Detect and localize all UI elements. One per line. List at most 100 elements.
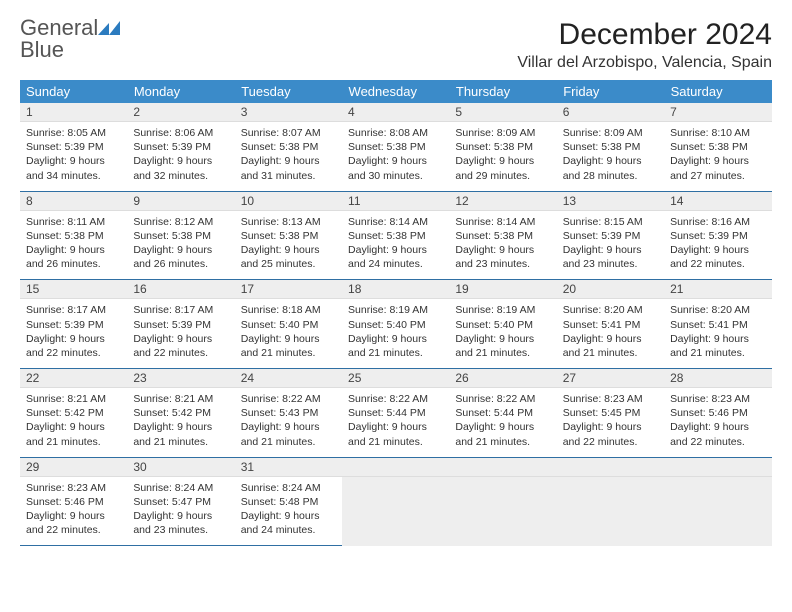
daylight-line: Daylight: 9 hours and 22 minutes.: [26, 332, 121, 360]
calendar-cell: 29Sunrise: 8:23 AMSunset: 5:46 PMDayligh…: [20, 457, 127, 546]
day-number: 8: [20, 192, 127, 211]
day-number: 23: [127, 369, 234, 388]
day-body: Sunrise: 8:21 AMSunset: 5:42 PMDaylight:…: [20, 388, 127, 457]
calendar-cell: 25Sunrise: 8:22 AMSunset: 5:44 PMDayligh…: [342, 369, 449, 458]
sunset-line: Sunset: 5:48 PM: [241, 495, 336, 509]
calendar-cell: 23Sunrise: 8:21 AMSunset: 5:42 PMDayligh…: [127, 369, 234, 458]
day-body: Sunrise: 8:23 AMSunset: 5:46 PMDaylight:…: [664, 388, 771, 457]
sunset-line: Sunset: 5:43 PM: [241, 406, 336, 420]
calendar-cell: 4Sunrise: 8:08 AMSunset: 5:38 PMDaylight…: [342, 103, 449, 191]
daylight-line: Daylight: 9 hours and 21 minutes.: [348, 332, 443, 360]
day-number: 22: [20, 369, 127, 388]
day-number: 4: [342, 103, 449, 122]
calendar-row: 29Sunrise: 8:23 AMSunset: 5:46 PMDayligh…: [20, 457, 772, 546]
daylight-line: Daylight: 9 hours and 25 minutes.: [241, 243, 336, 271]
month-title: December 2024: [517, 18, 772, 52]
daylight-line: Daylight: 9 hours and 34 minutes.: [26, 154, 121, 182]
calendar-cell: 28Sunrise: 8:23 AMSunset: 5:46 PMDayligh…: [664, 369, 771, 458]
calendar-row: 22Sunrise: 8:21 AMSunset: 5:42 PMDayligh…: [20, 369, 772, 458]
calendar-cell: 18Sunrise: 8:19 AMSunset: 5:40 PMDayligh…: [342, 280, 449, 369]
day-body: Sunrise: 8:17 AMSunset: 5:39 PMDaylight:…: [127, 299, 234, 368]
day-number: 1: [20, 103, 127, 122]
daylight-line: Daylight: 9 hours and 29 minutes.: [455, 154, 550, 182]
calendar-cell: 16Sunrise: 8:17 AMSunset: 5:39 PMDayligh…: [127, 280, 234, 369]
sunrise-line: Sunrise: 8:16 AM: [670, 215, 765, 229]
calendar-cell: 13Sunrise: 8:15 AMSunset: 5:39 PMDayligh…: [557, 191, 664, 280]
sunrise-line: Sunrise: 8:05 AM: [26, 126, 121, 140]
day-number: 14: [664, 192, 771, 211]
logo-text-part2: Blue: [20, 37, 64, 62]
day-body: Sunrise: 8:15 AMSunset: 5:39 PMDaylight:…: [557, 211, 664, 280]
sunrise-line: Sunrise: 8:21 AM: [26, 392, 121, 406]
day-body: Sunrise: 8:22 AMSunset: 5:44 PMDaylight:…: [342, 388, 449, 457]
day-body: Sunrise: 8:14 AMSunset: 5:38 PMDaylight:…: [449, 211, 556, 280]
sunrise-line: Sunrise: 8:19 AM: [348, 303, 443, 317]
calendar-row: 15Sunrise: 8:17 AMSunset: 5:39 PMDayligh…: [20, 280, 772, 369]
day-body: Sunrise: 8:06 AMSunset: 5:39 PMDaylight:…: [127, 122, 234, 191]
calendar-cell: [664, 457, 771, 546]
day-body: Sunrise: 8:22 AMSunset: 5:44 PMDaylight:…: [449, 388, 556, 457]
calendar-cell: 11Sunrise: 8:14 AMSunset: 5:38 PMDayligh…: [342, 191, 449, 280]
weekday-header: Wednesday: [342, 80, 449, 103]
sunrise-line: Sunrise: 8:13 AM: [241, 215, 336, 229]
day-body: Sunrise: 8:11 AMSunset: 5:38 PMDaylight:…: [20, 211, 127, 280]
daylight-line: Daylight: 9 hours and 22 minutes.: [133, 332, 228, 360]
daylight-line: Daylight: 9 hours and 22 minutes.: [563, 420, 658, 448]
sunset-line: Sunset: 5:38 PM: [26, 229, 121, 243]
day-body: Sunrise: 8:23 AMSunset: 5:45 PMDaylight:…: [557, 388, 664, 457]
calendar-cell: 21Sunrise: 8:20 AMSunset: 5:41 PMDayligh…: [664, 280, 771, 369]
day-body: Sunrise: 8:10 AMSunset: 5:38 PMDaylight:…: [664, 122, 771, 191]
day-number: 6: [557, 103, 664, 122]
calendar-cell: 6Sunrise: 8:09 AMSunset: 5:38 PMDaylight…: [557, 103, 664, 191]
day-number: 9: [127, 192, 234, 211]
day-body: Sunrise: 8:19 AMSunset: 5:40 PMDaylight:…: [342, 299, 449, 368]
sunset-line: Sunset: 5:38 PM: [133, 229, 228, 243]
sunset-line: Sunset: 5:45 PM: [563, 406, 658, 420]
day-body: Sunrise: 8:17 AMSunset: 5:39 PMDaylight:…: [20, 299, 127, 368]
sunrise-line: Sunrise: 8:17 AM: [26, 303, 121, 317]
calendar-cell: 2Sunrise: 8:06 AMSunset: 5:39 PMDaylight…: [127, 103, 234, 191]
day-number: 24: [235, 369, 342, 388]
sunset-line: Sunset: 5:39 PM: [563, 229, 658, 243]
calendar-cell: 17Sunrise: 8:18 AMSunset: 5:40 PMDayligh…: [235, 280, 342, 369]
sunset-line: Sunset: 5:38 PM: [241, 140, 336, 154]
day-number: 11: [342, 192, 449, 211]
calendar-cell: 8Sunrise: 8:11 AMSunset: 5:38 PMDaylight…: [20, 191, 127, 280]
sunset-line: Sunset: 5:44 PM: [455, 406, 550, 420]
day-number: 21: [664, 280, 771, 299]
location-text: Villar del Arzobispo, Valencia, Spain: [517, 54, 772, 72]
sunrise-line: Sunrise: 8:09 AM: [455, 126, 550, 140]
day-number: 2: [127, 103, 234, 122]
calendar-cell: 30Sunrise: 8:24 AMSunset: 5:47 PMDayligh…: [127, 457, 234, 546]
sunset-line: Sunset: 5:46 PM: [26, 495, 121, 509]
day-body: Sunrise: 8:20 AMSunset: 5:41 PMDaylight:…: [557, 299, 664, 368]
sunrise-line: Sunrise: 8:15 AM: [563, 215, 658, 229]
day-body: Sunrise: 8:23 AMSunset: 5:46 PMDaylight:…: [20, 477, 127, 546]
sunset-line: Sunset: 5:38 PM: [455, 140, 550, 154]
calendar-cell: 14Sunrise: 8:16 AMSunset: 5:39 PMDayligh…: [664, 191, 771, 280]
sunrise-line: Sunrise: 8:22 AM: [455, 392, 550, 406]
calendar-cell: 31Sunrise: 8:24 AMSunset: 5:48 PMDayligh…: [235, 457, 342, 546]
day-body: Sunrise: 8:13 AMSunset: 5:38 PMDaylight:…: [235, 211, 342, 280]
sunrise-line: Sunrise: 8:12 AM: [133, 215, 228, 229]
sunset-line: Sunset: 5:46 PM: [670, 406, 765, 420]
daylight-line: Daylight: 9 hours and 21 minutes.: [241, 420, 336, 448]
sunrise-line: Sunrise: 8:21 AM: [133, 392, 228, 406]
day-body: Sunrise: 8:09 AMSunset: 5:38 PMDaylight:…: [449, 122, 556, 191]
logo-text: General Blue: [20, 18, 120, 62]
sunset-line: Sunset: 5:42 PM: [133, 406, 228, 420]
sunset-line: Sunset: 5:40 PM: [348, 318, 443, 332]
calendar-cell: [449, 457, 556, 546]
daylight-line: Daylight: 9 hours and 27 minutes.: [670, 154, 765, 182]
day-number: 10: [235, 192, 342, 211]
sunrise-line: Sunrise: 8:08 AM: [348, 126, 443, 140]
sunrise-line: Sunrise: 8:19 AM: [455, 303, 550, 317]
day-number: 20: [557, 280, 664, 299]
calendar-row: 1Sunrise: 8:05 AMSunset: 5:39 PMDaylight…: [20, 103, 772, 191]
day-number: 13: [557, 192, 664, 211]
sunrise-line: Sunrise: 8:23 AM: [26, 481, 121, 495]
day-body: Sunrise: 8:16 AMSunset: 5:39 PMDaylight:…: [664, 211, 771, 280]
calendar-cell: 20Sunrise: 8:20 AMSunset: 5:41 PMDayligh…: [557, 280, 664, 369]
calendar-cell: 15Sunrise: 8:17 AMSunset: 5:39 PMDayligh…: [20, 280, 127, 369]
sunset-line: Sunset: 5:38 PM: [241, 229, 336, 243]
